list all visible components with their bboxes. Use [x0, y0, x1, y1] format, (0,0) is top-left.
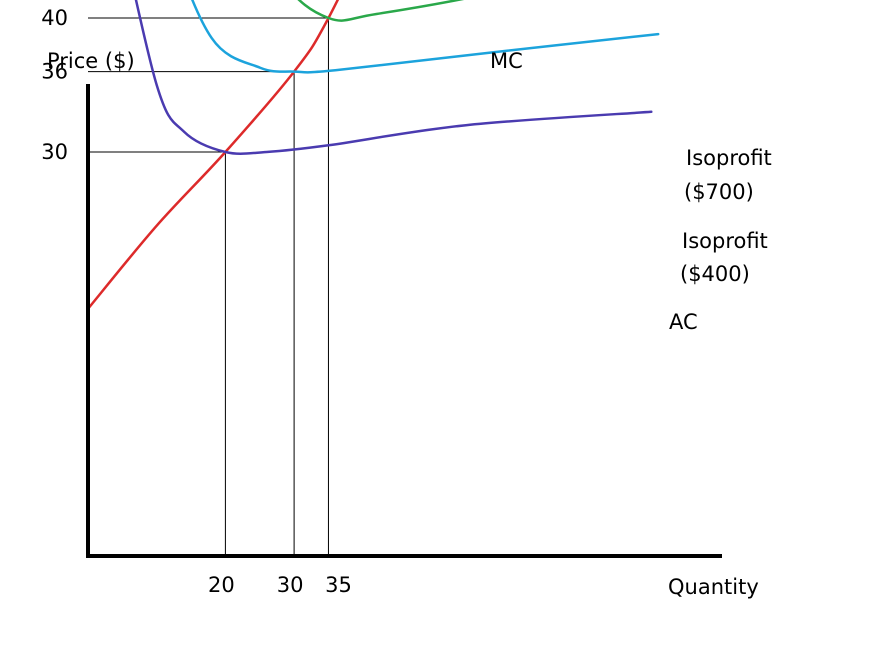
isoprofit-700-label: Isoprofit: [686, 146, 772, 170]
curve-isoprofit-700: [297, 0, 465, 22]
x-tick-label: 20: [208, 573, 235, 597]
isoprofit-400-value: ($400): [680, 262, 750, 286]
ac-label: AC: [669, 310, 698, 334]
y-axis-label: Price ($): [47, 49, 135, 73]
curve-ac: [134, 0, 653, 155]
isoprofit-700-value: ($700): [684, 180, 754, 204]
x-tick-label: 30: [277, 573, 304, 597]
curve-mc: [86, 0, 340, 311]
y-tick-label: 36: [41, 60, 68, 84]
series-labels: MC AC Isoprofit ($400) Isoprofit ($700): [490, 49, 772, 334]
x-axis-label: Quantity: [668, 575, 759, 599]
mc-label: MC: [490, 49, 523, 73]
curves: [86, 0, 660, 311]
tick-labels: 30 36 40 20 30 35: [41, 6, 352, 597]
curve-isoprofit-400: [191, 0, 660, 74]
x-tick-label: 35: [325, 573, 352, 597]
y-tick-label: 30: [41, 140, 68, 164]
guide-lines: [88, 17, 329, 556]
y-tick-label: 40: [41, 6, 68, 30]
isoprofit-400-label: Isoprofit: [682, 229, 768, 253]
